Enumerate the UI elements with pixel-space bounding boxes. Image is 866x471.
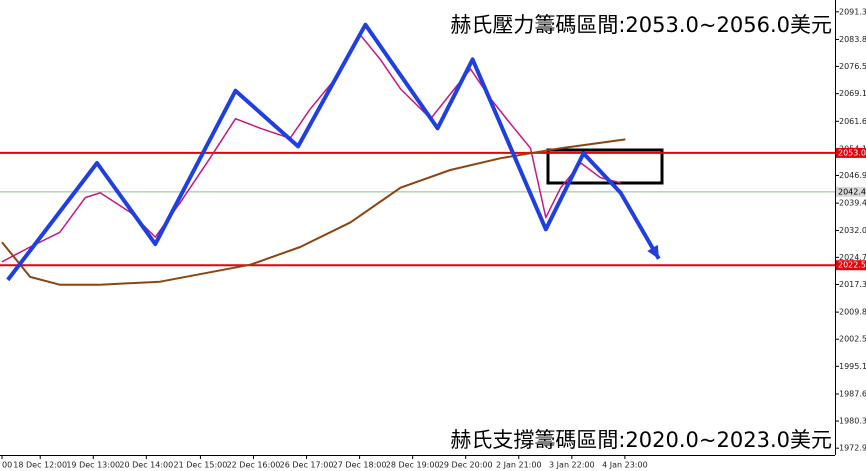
x-tick-label: 00: [2, 461, 12, 470]
y-tick-label: 2076.5: [839, 62, 866, 71]
x-tick-label: 29 Dec 20:00: [439, 461, 493, 470]
price-line: [1, 138, 626, 286]
arrow-head: [647, 244, 659, 259]
y-tick-label: 1972.95: [839, 444, 866, 453]
x-tick-label: 19 Dec 13:00: [66, 461, 120, 470]
y-tick-label: 1995.15: [839, 362, 866, 371]
plot: [0, 22, 835, 286]
y-tick-label: 2046.9: [839, 171, 866, 180]
y-tick-label: 2061.6: [839, 117, 866, 126]
y-tick-label: 2039.40: [839, 199, 866, 208]
y-tick-label: 1980.30: [839, 417, 866, 426]
x-tick-label: 28 Dec 19:00: [386, 461, 440, 470]
y-tick-label: 2069.1: [839, 89, 866, 98]
price-level-label: 2042.46: [838, 187, 866, 196]
price-level-label: 2022.57: [838, 261, 866, 270]
resistance-note: 赫氏壓力籌碼區間:2053.0~2056.0美元: [450, 13, 832, 37]
zone-box: [546, 148, 664, 185]
y-tick-label: 2024.7: [839, 253, 866, 262]
x-tick-label: 27 Dec 18:00: [333, 461, 387, 470]
y-tick-label: 2009.85: [839, 308, 866, 317]
y-tick-label: 1987.65: [839, 389, 866, 398]
price-level-tag: [836, 260, 866, 271]
y-tick-label: 2032.0: [839, 226, 866, 235]
support-note: 赫氏支撐籌碼區間:2020.0~2023.0美元: [450, 428, 832, 452]
y-tick-label: 2017.35: [839, 280, 866, 289]
x-tick-label: 3 Jan 22:00: [549, 461, 595, 470]
y-tick-label: 2091.3: [839, 7, 866, 16]
x-tick-label: 4 Jan 23:00: [602, 461, 648, 470]
y-tick-label: 2083.8: [839, 35, 866, 44]
x-tick-label: 26 Dec 17:00: [280, 461, 334, 470]
x-tick-label: 18 Dec 12:00: [13, 461, 67, 470]
x-tick-label: 2 Jan 21:00: [496, 461, 542, 470]
y-tick-label: 2002.50: [839, 335, 866, 344]
x-tick-label: 21 Dec 15:00: [174, 461, 228, 470]
x-tick-label: 22 Dec 16:00: [227, 461, 281, 470]
price-level-tag: [836, 186, 866, 197]
price-level-tag: [836, 147, 866, 158]
price-level-label: 2053.03: [838, 148, 866, 157]
trend-arrow: [6, 22, 661, 282]
x-tick-label: 20 Dec 14:00: [119, 461, 173, 470]
